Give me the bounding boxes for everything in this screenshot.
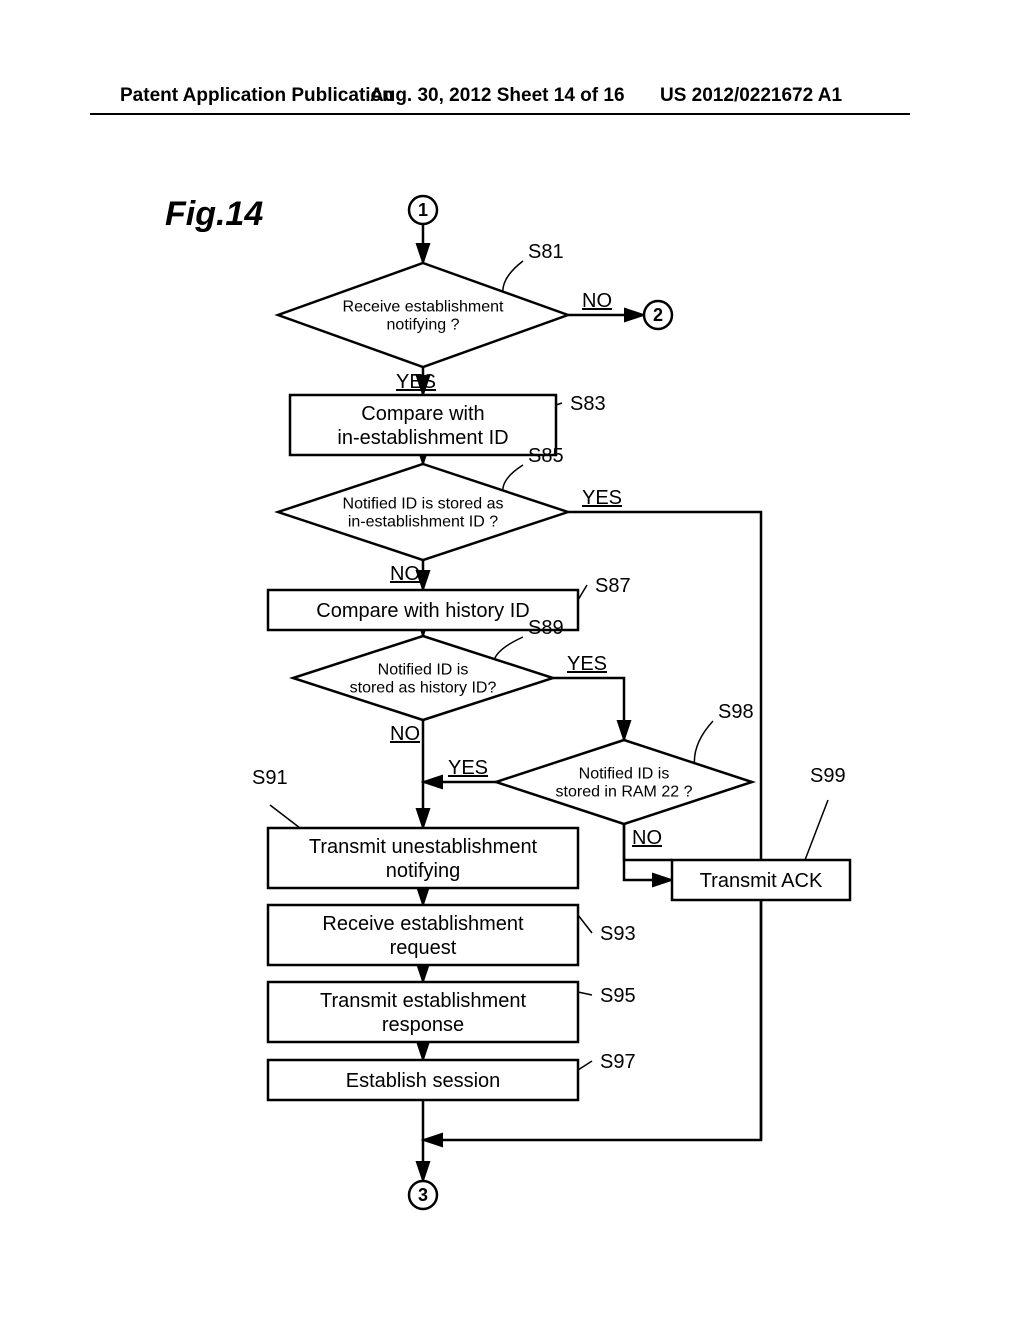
svg-text:S93: S93 — [600, 923, 636, 945]
svg-text:S87: S87 — [595, 575, 631, 597]
flowchart-svg: 123Receive establishmentnotifying ?S81YE… — [90, 160, 910, 1240]
header-rule — [90, 113, 910, 115]
svg-text:NO: NO — [582, 290, 612, 312]
svg-text:Notified ID is: Notified ID is — [378, 662, 469, 679]
svg-text:Notified ID is: Notified ID is — [579, 766, 670, 783]
svg-text:response: response — [382, 1014, 464, 1036]
svg-text:Receive establishment: Receive establishment — [343, 299, 505, 316]
patent-page: Patent Application Publication Aug. 30, … — [0, 0, 1024, 1320]
header-mid: Aug. 30, 2012 Sheet 14 of 16 — [370, 85, 625, 107]
svg-text:Compare with history ID: Compare with history ID — [316, 600, 529, 622]
svg-text:NO: NO — [390, 563, 420, 585]
svg-text:S81: S81 — [528, 241, 564, 263]
svg-text:S98: S98 — [718, 701, 754, 723]
svg-text:Establish session: Establish session — [346, 1070, 501, 1092]
svg-text:stored in RAM 22 ?: stored in RAM 22 ? — [556, 784, 693, 801]
svg-text:stored as history ID?: stored as history ID? — [350, 680, 497, 697]
header-right: US 2012/0221672 A1 — [660, 85, 842, 107]
svg-text:YES: YES — [567, 653, 607, 675]
svg-text:S91: S91 — [252, 767, 288, 789]
header-left: Patent Application Publication — [120, 85, 394, 107]
svg-text:in-establishment ID ?: in-establishment ID ? — [348, 514, 498, 531]
svg-text:Transmit unestablishment: Transmit unestablishment — [309, 836, 538, 858]
svg-text:request: request — [390, 937, 457, 959]
svg-text:S97: S97 — [600, 1051, 636, 1073]
svg-text:S99: S99 — [810, 765, 846, 787]
svg-text:Notified ID is stored as: Notified ID is stored as — [343, 496, 504, 513]
svg-text:Receive establishment: Receive establishment — [322, 913, 524, 935]
svg-text:Transmit ACK: Transmit ACK — [700, 870, 823, 892]
svg-text:S83: S83 — [570, 393, 606, 415]
svg-text:Transmit establishment: Transmit establishment — [320, 990, 526, 1012]
svg-text:NO: NO — [390, 723, 420, 745]
svg-text:Compare with: Compare with — [361, 403, 484, 425]
svg-text:S85: S85 — [528, 445, 564, 467]
svg-text:S89: S89 — [528, 617, 564, 639]
svg-text:notifying: notifying — [386, 860, 461, 882]
svg-text:YES: YES — [396, 371, 436, 393]
svg-text:3: 3 — [418, 1185, 428, 1205]
svg-text:1: 1 — [418, 200, 428, 220]
svg-text:S95: S95 — [600, 985, 636, 1007]
svg-text:2: 2 — [653, 305, 663, 325]
svg-text:YES: YES — [448, 757, 488, 779]
svg-text:YES: YES — [582, 487, 622, 509]
svg-text:in-establishment ID: in-establishment ID — [337, 427, 508, 449]
svg-text:notifying ?: notifying ? — [387, 317, 460, 334]
svg-text:NO: NO — [632, 827, 662, 849]
